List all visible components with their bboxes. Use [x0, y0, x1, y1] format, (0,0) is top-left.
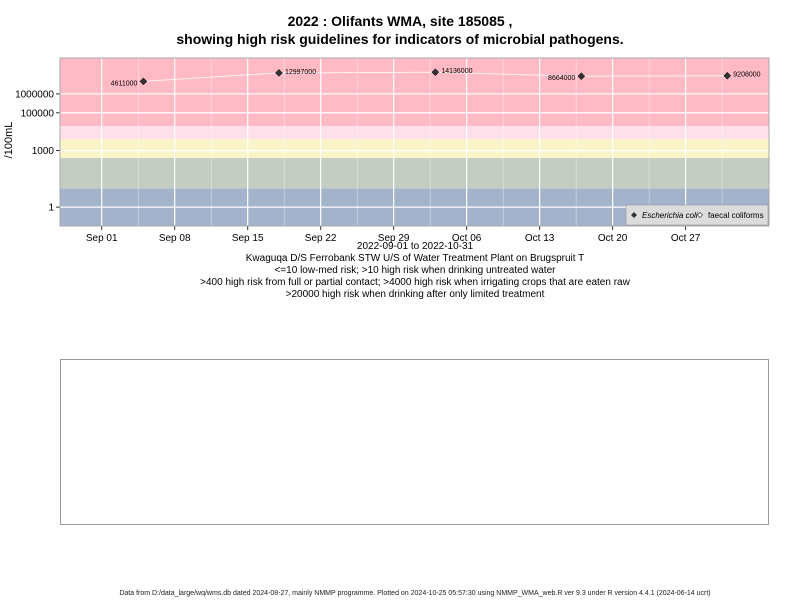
x-tick-label-8: Oct 27: [671, 233, 701, 244]
data-point-0-3: [577, 72, 586, 81]
legend-label-0: Escherichia coli: [642, 211, 698, 220]
data-label-0-4: 9208000: [733, 72, 760, 79]
plot-frame: [59, 57, 770, 227]
site-name-caption: Kwaguqa D/S Ferrobank STW U/S of Water T…: [245, 253, 585, 264]
legend-marker-0: [631, 212, 637, 218]
data-point-0-2: [431, 68, 440, 77]
chart-title: 2022 : Olifants WMA, site 185085 ,: [287, 13, 513, 29]
x-tick-label-1: Sep 08: [159, 233, 191, 244]
chart-subtitle: showing high risk guidelines for indicat…: [176, 31, 624, 47]
x-tick-label-0: Sep 01: [86, 233, 118, 244]
guideline-caption-2: >400 high risk from full or partial cont…: [200, 277, 630, 288]
y-tick-label-0: 1: [48, 203, 54, 214]
x-tick-label-3: Sep 22: [305, 233, 337, 244]
legend-label-1: faecal coliforms: [708, 211, 764, 220]
date-range-caption: 2022-09-01 to 2022-10-31: [356, 241, 474, 252]
data-label-0-0: 4611000: [111, 80, 138, 87]
guideline-caption-3: >20000 high risk when drinking after onl…: [285, 289, 545, 300]
risk-band-1: [60, 158, 769, 189]
data-label-0-1: 12997000: [285, 69, 316, 76]
x-tick-label-4: Sep 29: [378, 233, 410, 244]
y-axis-label: /100mL: [3, 122, 15, 159]
risk-band-4: [60, 58, 769, 126]
y-tick-label-3: 1000000: [15, 89, 54, 100]
x-tick-label-7: Oct 20: [598, 233, 628, 244]
risk-band-2: [60, 139, 769, 159]
data-label-0-2: 14136000: [441, 68, 472, 75]
data-label-0-3: 8664000: [548, 75, 575, 82]
x-tick-label-6: Oct 13: [525, 233, 555, 244]
x-tick-label-2: Sep 15: [232, 233, 264, 244]
empty-plot-panel: [60, 359, 769, 525]
y-tick-label-1: 1000: [32, 146, 55, 157]
data-point-0-0: [139, 77, 148, 86]
data-point-0-1: [275, 69, 283, 77]
risk-band-3: [60, 125, 769, 140]
x-tick-label-5: Oct 06: [452, 233, 482, 244]
data-source-footer: Data from D:/data_large/wq/wms.db dated …: [119, 590, 711, 597]
legend-marker-1: [697, 212, 703, 218]
legend-box: [625, 204, 769, 226]
data-point-0-4: [723, 71, 732, 80]
guideline-caption-1: <=10 low-med risk; >10 high risk when dr…: [274, 265, 556, 276]
y-tick-label-2: 100000: [21, 108, 55, 119]
